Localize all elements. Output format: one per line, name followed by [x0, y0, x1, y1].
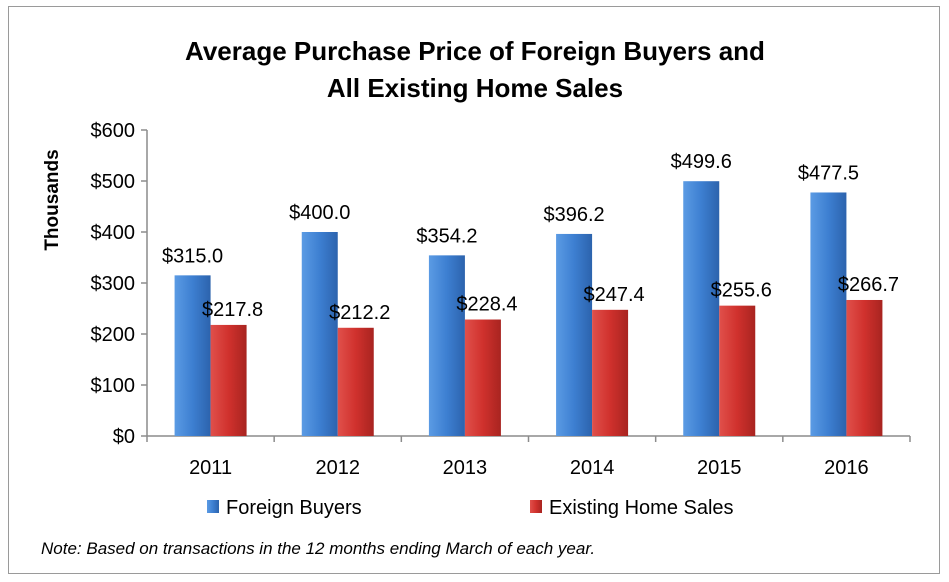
- bar-foreign-buyers: [683, 181, 720, 436]
- legend-label: Existing Home Sales: [549, 497, 734, 519]
- legend-label: Foreign Buyers: [226, 497, 362, 519]
- y-tick-label: $200: [91, 324, 136, 346]
- data-label: $499.6: [671, 151, 732, 173]
- chart-note: Note: Based on transactions in the 12 mo…: [41, 539, 595, 558]
- x-tick-label: 2014: [570, 457, 615, 479]
- data-label: $212.2: [329, 302, 390, 324]
- bar-foreign-buyers: [428, 255, 465, 436]
- x-tick-label: 2013: [443, 457, 488, 479]
- y-axis-label: Thousands: [42, 149, 63, 250]
- data-labels: $315.0 $400.0 $354.2 $396.2 $499.6 $477.5 $217…: [162, 151, 899, 324]
- y-tick-label: $100: [91, 375, 136, 397]
- data-label: $354.2: [416, 225, 477, 247]
- data-label: $400.0: [289, 202, 350, 224]
- data-label: $217.8: [202, 299, 263, 321]
- bar-foreign-buyers: [810, 192, 847, 436]
- y-tick-label: $500: [91, 171, 136, 193]
- x-ticks: 2011 2012 2013 2014 2015 2016: [146, 436, 911, 479]
- legend: Foreign Buyers Existing Home Sales: [207, 497, 734, 519]
- data-label: $266.7: [838, 274, 899, 296]
- bar-foreign-buyers: [174, 275, 211, 436]
- bar-existing-home-sales: [337, 327, 374, 436]
- bar-foreign-buyers: [556, 233, 593, 436]
- y-tick-label: $300: [91, 273, 136, 295]
- bar-foreign-buyers: [301, 232, 338, 436]
- y-ticks: $0 $100 $200 $300 $400 $500 $600: [91, 120, 147, 448]
- bar-existing-home-sales: [464, 319, 501, 436]
- x-tick-label: 2016: [824, 457, 869, 479]
- chart-title-line-1: Average Purchase Price of Foreign Buyers…: [185, 36, 765, 66]
- chart-title-line-2: All Existing Home Sales: [327, 73, 623, 103]
- y-tick-label: $0: [113, 426, 135, 448]
- x-tick-label: 2011: [189, 457, 232, 479]
- data-label: $255.6: [711, 280, 772, 302]
- bars: [174, 181, 883, 436]
- chart-frame: [8, 6, 940, 574]
- legend-swatch-existing-home-sales: [530, 500, 542, 513]
- y-tick-label: $400: [91, 222, 136, 244]
- legend-swatch-foreign-buyers: [207, 500, 219, 513]
- data-label: $228.4: [456, 294, 517, 316]
- bar-existing-home-sales: [846, 299, 883, 436]
- bar-existing-home-sales: [592, 309, 629, 436]
- bar-existing-home-sales: [210, 324, 247, 436]
- bar-existing-home-sales: [719, 305, 756, 436]
- data-label: $477.5: [798, 162, 859, 184]
- x-tick-label: 2015: [697, 457, 742, 479]
- data-label: $315.0: [162, 245, 223, 267]
- y-tick-label: $600: [91, 120, 136, 142]
- data-label: $396.2: [543, 204, 604, 226]
- x-tick-label: 2012: [316, 457, 361, 479]
- data-label: $247.4: [583, 284, 644, 306]
